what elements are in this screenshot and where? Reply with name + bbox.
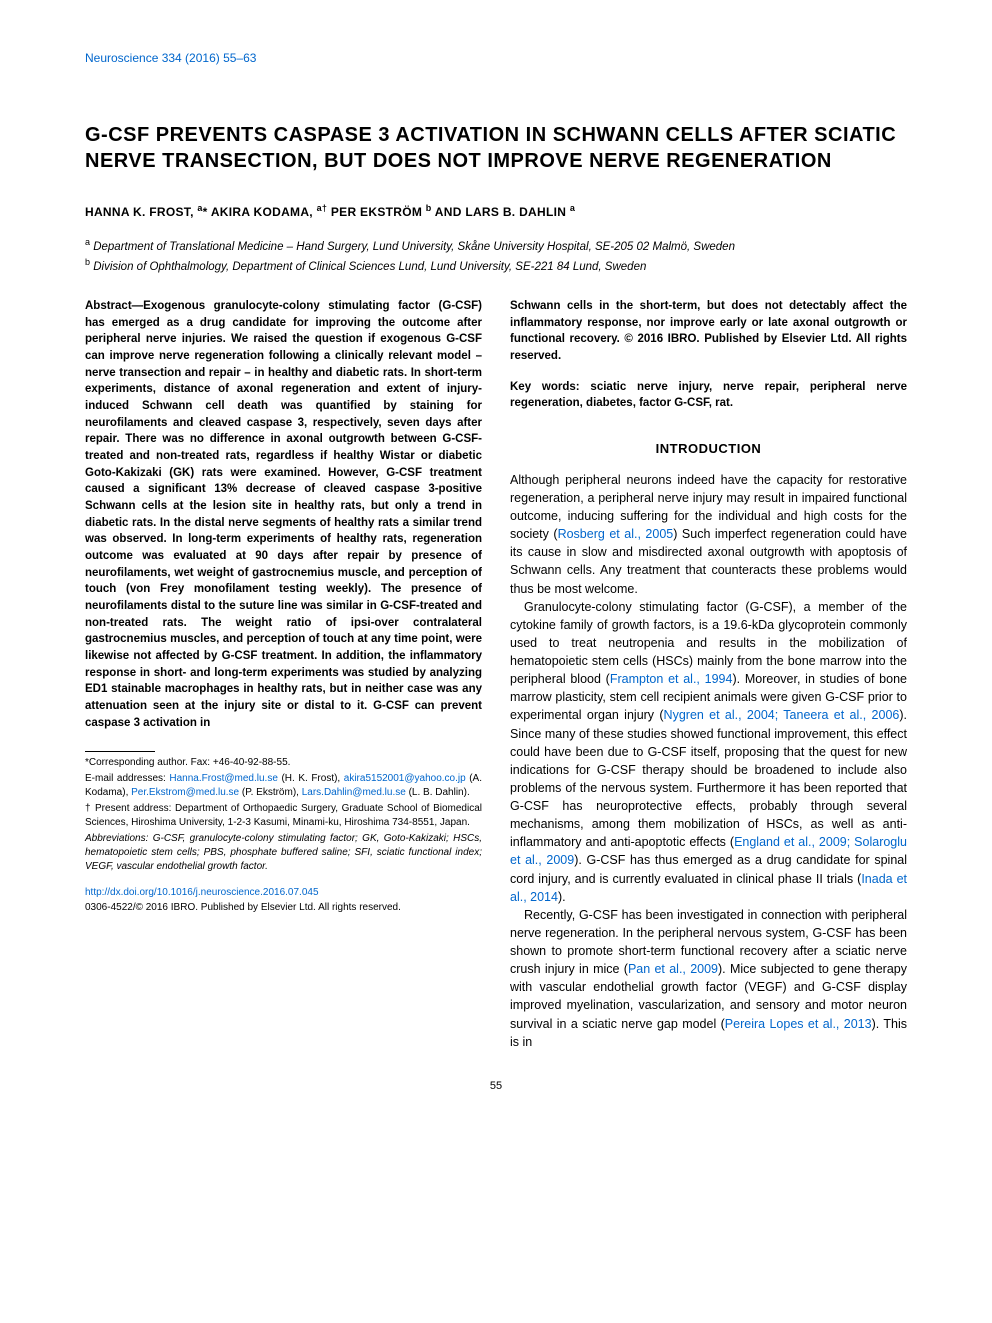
intro-paragraph-2: Granulocyte-colony stimulating factor (G… [510,598,907,906]
citation: Rosberg et al., 2005 [558,527,674,541]
present-address: † Present address: Department of Orthopa… [85,802,482,830]
intro-paragraph-3: Recently, G-CSF has been investigated in… [510,906,907,1051]
doi-block: http://dx.doi.org/10.1016/j.neuroscience… [85,886,482,915]
citation: Nygren et al., 2004; Taneera et al., 200… [664,708,900,722]
doi-link[interactable]: http://dx.doi.org/10.1016/j.neuroscience… [85,887,319,898]
corresponding-author: *Corresponding author. Fax: +46-40-92-88… [85,756,482,770]
abstract-part1: Abstract—Exogenous granulocyte-colony st… [85,298,482,731]
footnote-rule [85,751,155,752]
article-title: G-CSF PREVENTS CASPASE 3 ACTIVATION IN S… [85,122,907,174]
citation: Pan et al., 2009 [628,962,718,976]
citation: Pereira Lopes et al., 2013 [725,1017,872,1031]
intro-paragraph-1: Although peripheral neurons indeed have … [510,471,907,598]
affiliations: a Department of Translational Medicine –… [85,236,907,276]
email-addresses: E-mail addresses: Hanna.Frost@med.lu.se … [85,772,482,800]
page-number: 55 [85,1079,907,1095]
abstract-part2: Schwann cells in the short-term, but doe… [510,298,907,365]
author-list: HANNA K. FROST, a* AKIRA KODAMA, a† PER … [85,202,907,221]
introduction-heading: INTRODUCTION [510,440,907,459]
abbreviations: Abbreviations: G-CSF, granulocyte-colony… [85,832,482,874]
journal-reference: Neuroscience 334 (2016) 55–63 [85,50,907,67]
citation: Frampton et al., 1994 [610,672,733,686]
copyright-line: 0306-4522/© 2016 IBRO. Published by Else… [85,902,401,913]
keywords: Key words: sciatic nerve injury, nerve r… [510,379,907,412]
footnotes: *Corresponding author. Fax: +46-40-92-88… [85,756,482,874]
